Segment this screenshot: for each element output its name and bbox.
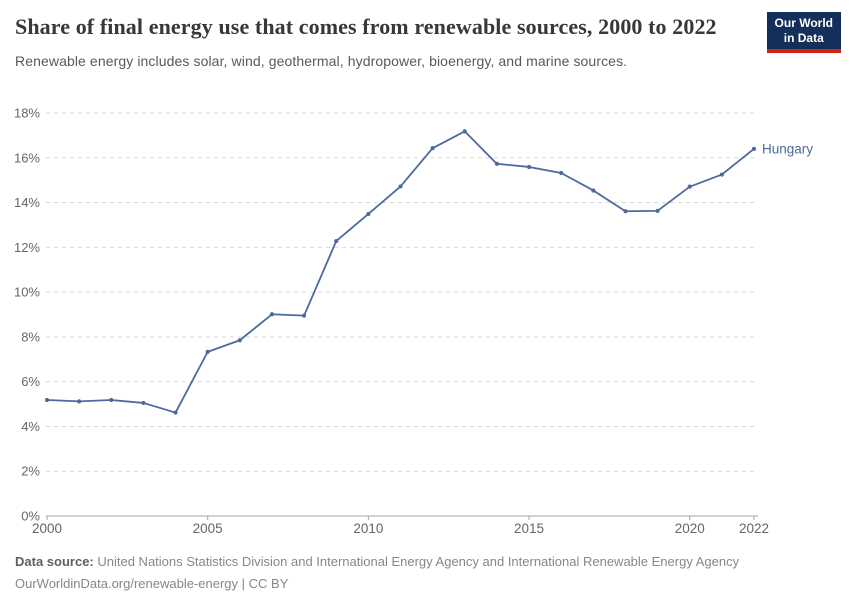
data-point[interactable] — [623, 209, 628, 214]
data-source-label: Data source: — [15, 554, 94, 569]
license-line: OurWorldinData.org/renewable-energy | CC… — [15, 576, 289, 591]
x-tick-label: 2020 — [675, 521, 705, 536]
data-point[interactable] — [205, 349, 210, 354]
y-tick-label: 4% — [21, 419, 40, 434]
x-tick-label: 2022 — [739, 521, 769, 536]
chart-area: 0% 2% 4% 6% 8% 10% 12% 14% 16% 18% 2000 2005 2010 201… — [0, 100, 850, 545]
chart-svg: 0% 2% 4% 6% 8% 10% 12% 14% 16% 18% 2000 2005 2010 201… — [14, 106, 813, 537]
y-tick-label: 0% — [21, 509, 40, 524]
data-point[interactable] — [173, 410, 178, 415]
series-label-hungary[interactable]: Hungary — [762, 141, 813, 156]
y-tick-label: 2% — [21, 464, 40, 479]
y-tick-label: 14% — [14, 195, 40, 210]
y-tick-label: 8% — [21, 329, 40, 344]
data-point[interactable] — [109, 397, 114, 403]
data-point[interactable] — [334, 238, 339, 244]
data-point[interactable] — [655, 208, 660, 213]
data-point[interactable] — [687, 184, 692, 189]
data-point[interactable] — [462, 129, 467, 134]
y-tick-label: 18% — [14, 106, 40, 121]
x-tick-label: 2010 — [353, 521, 383, 536]
y-tick-label: 10% — [14, 285, 40, 300]
data-point[interactable] — [301, 313, 307, 318]
owid-logo[interactable]: Our World in Data — [766, 12, 841, 53]
data-point[interactable] — [526, 164, 532, 170]
data-point[interactable] — [269, 312, 275, 317]
y-tick-label: 16% — [14, 150, 40, 165]
y-tick-label: 6% — [21, 374, 40, 389]
data-point[interactable] — [237, 338, 242, 343]
page-title: Share of final energy use that comes fro… — [15, 14, 717, 39]
x-tick-label: 2000 — [32, 521, 62, 536]
x-tick-label: 2015 — [514, 521, 544, 536]
data-point[interactable] — [559, 170, 564, 176]
x-tick-label: 2005 — [193, 521, 223, 536]
data-point[interactable] — [719, 172, 724, 177]
data-source-text: United Nations Statistics Division and I… — [93, 554, 740, 569]
chart-subtitle: Renewable energy includes solar, wind, g… — [15, 53, 628, 69]
data-point[interactable] — [366, 211, 371, 217]
data-point[interactable] — [591, 188, 596, 193]
data-point[interactable] — [751, 146, 757, 151]
chart-header: Share of final energy use that comes fro… — [15, 12, 760, 69]
data-point[interactable] — [44, 397, 50, 403]
y-tick-label: 12% — [14, 240, 40, 255]
chart-footer: Data source: United Nations Statistics D… — [15, 551, 835, 595]
owid-logo-line1: Our World — [774, 16, 833, 30]
data-point[interactable] — [494, 161, 500, 166]
data-point[interactable] — [77, 399, 82, 404]
data-point[interactable] — [398, 184, 403, 189]
data-point[interactable] — [141, 400, 146, 406]
data-source-line: Data source: United Nations Statistics D… — [15, 551, 835, 573]
owid-logo-line2: in Data — [783, 31, 824, 45]
data-line-hungary[interactable] — [46, 130, 755, 414]
data-point[interactable] — [430, 146, 435, 151]
